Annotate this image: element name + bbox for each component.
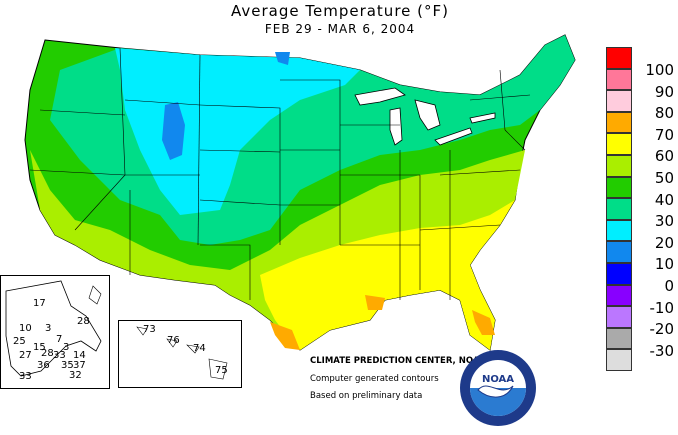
band-10b (275, 52, 290, 65)
band-70-texas (270, 322, 300, 350)
ak-val: 32 (69, 370, 82, 381)
legend-label: 90 (654, 82, 674, 101)
lake-michigan (389, 107, 403, 146)
temperature-map (24, 34, 576, 351)
ak-val: 33 (19, 371, 32, 382)
ak-val: 37 (73, 360, 86, 371)
legend-label: 30 (654, 212, 674, 231)
lake-erie (434, 127, 473, 146)
lake-superior (354, 87, 406, 106)
legend-swatch (606, 133, 632, 155)
legend-swatch (606, 111, 632, 134)
legend-swatch (606, 90, 632, 112)
legend-swatch (606, 47, 632, 69)
legend-swatch (606, 154, 632, 177)
legend-label: 80 (654, 104, 674, 123)
lake-ontario (469, 112, 496, 124)
ak-val: 10 (19, 323, 32, 334)
legend-swatch (606, 68, 632, 91)
legend-label: 0 (664, 276, 674, 295)
legend-swatch (606, 241, 632, 263)
credit-line3: Based on preliminary data (310, 391, 423, 401)
legend-label: -10 (649, 298, 675, 317)
legend-label: 100 (645, 61, 674, 79)
credit-line2: Computer generated contours (310, 374, 439, 384)
alaska-inset: 17 28 10 3 7 25 15 3 27 28 33 14 36 35 3… (0, 275, 110, 389)
hawaii-outline (136, 326, 228, 380)
band-70-louisiana (365, 295, 385, 310)
ak-val: 35 (61, 360, 74, 371)
ak-val: 17 (33, 298, 46, 309)
state-borders (29, 47, 531, 300)
legend-swatch (606, 284, 632, 307)
hi-val: 75 (215, 365, 228, 376)
legend-swatch (606, 306, 632, 328)
ak-val: 27 (19, 350, 32, 361)
hawaii-inset: 73 76 74 75 (118, 320, 242, 388)
band-20 (115, 48, 360, 215)
legend-labels: 100 90 80 70 60 50 40 30 20 10 0 -10 -20 -30 (638, 63, 674, 365)
date-range: FEB 29 - MAR 6, 2004 (264, 22, 416, 36)
ak-val: 15 (33, 342, 46, 353)
ak-val: 36 (37, 360, 50, 371)
legend-swatch (606, 219, 632, 242)
ak-val: 7 (56, 334, 63, 345)
ak-val: 3 (63, 342, 70, 353)
legend-swatch (606, 349, 632, 371)
legend-label: 60 (654, 147, 674, 166)
band-70-florida (472, 310, 495, 335)
ak-val: 28 (77, 316, 90, 327)
legend-label: 20 (654, 233, 674, 252)
legend-label: -30 (649, 341, 675, 360)
hi-val: 74 (193, 343, 206, 354)
lake-huron (414, 99, 441, 131)
ak-val: 14 (73, 350, 86, 361)
legend-swatch (606, 176, 632, 199)
legend-swatch (606, 262, 632, 285)
band-50 (30, 150, 525, 350)
band-10 (162, 102, 185, 160)
svg-text:NOAA: NOAA (482, 374, 514, 385)
alaska-outline (5, 280, 102, 377)
ak-val: 3 (45, 323, 52, 334)
legend-swatch (606, 198, 632, 220)
ak-val: 28 (41, 348, 54, 359)
legend-label: 40 (654, 190, 674, 209)
page-title: Average Temperature (°F) (231, 2, 449, 20)
color-legend (606, 47, 632, 371)
ak-val: 25 (13, 336, 26, 347)
legend-label: 70 (654, 125, 674, 144)
legend-swatch (606, 327, 632, 350)
ak-val: 33 (53, 350, 66, 361)
legend-label: 10 (654, 255, 674, 274)
legend-label: -20 (649, 320, 675, 339)
hi-val: 76 (167, 335, 180, 346)
noaa-logo-icon: NOAA (460, 350, 536, 426)
legend-label: 50 (654, 168, 674, 187)
credit-center: CLIMATE PREDICTION CENTER, NOAA (310, 356, 486, 366)
band-60 (260, 200, 515, 350)
hi-val: 73 (143, 324, 156, 335)
